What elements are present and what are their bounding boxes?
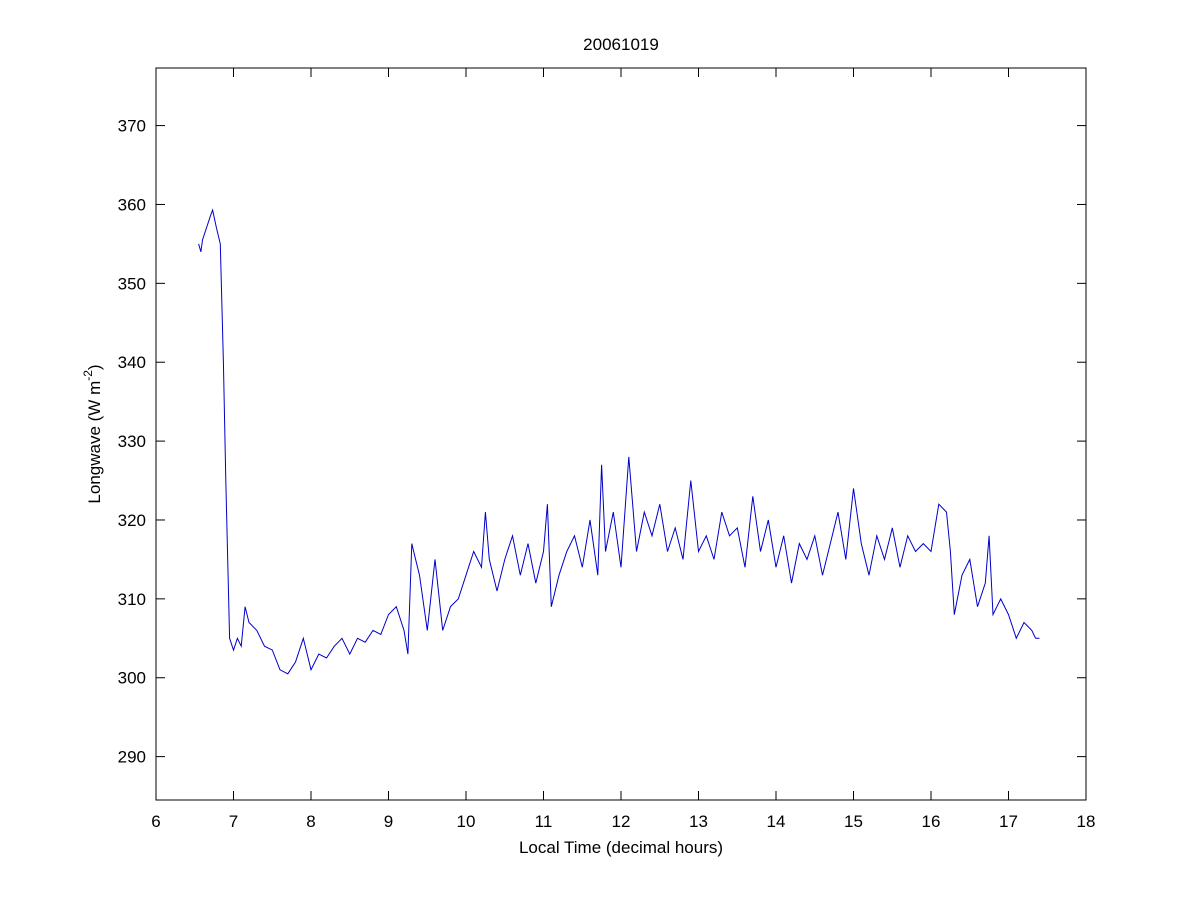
y-tick-label: 350 bbox=[118, 274, 146, 293]
x-tick-label: 9 bbox=[384, 812, 393, 831]
x-tick-label: 8 bbox=[306, 812, 315, 831]
y-tick-label: 370 bbox=[118, 117, 146, 136]
x-tick-label: 6 bbox=[151, 812, 160, 831]
y-tick-label: 300 bbox=[118, 669, 146, 688]
x-tick-label: 10 bbox=[457, 812, 476, 831]
y-tick-label: 330 bbox=[118, 432, 146, 451]
x-tick-label: 16 bbox=[922, 812, 941, 831]
y-tick-label: 290 bbox=[118, 748, 146, 767]
y-axis-label: Longwave (W m-2) bbox=[81, 364, 104, 503]
data-line bbox=[198, 208, 1040, 675]
x-tick-label: 15 bbox=[844, 812, 863, 831]
x-tick-label: 7 bbox=[229, 812, 238, 831]
x-tick-label: 14 bbox=[767, 812, 786, 831]
x-tick-label: 13 bbox=[689, 812, 708, 831]
y-tick-label: 360 bbox=[118, 195, 146, 214]
x-tick-label: 17 bbox=[999, 812, 1018, 831]
x-tick-label: 11 bbox=[535, 812, 553, 831]
y-label-text: Longwave (W m bbox=[85, 381, 104, 504]
x-axis-label: Local Time (decimal hours) bbox=[519, 838, 723, 857]
y-label-end: ) bbox=[85, 364, 104, 370]
y-tick-label: 320 bbox=[118, 511, 146, 530]
x-tick-label: 12 bbox=[612, 812, 631, 831]
y-tick-label: 310 bbox=[118, 590, 146, 609]
y-label-sup: -2 bbox=[81, 370, 95, 381]
x-tick-label: 18 bbox=[1077, 812, 1096, 831]
chart-title: 20061019 bbox=[583, 35, 659, 54]
y-tick-label: 340 bbox=[118, 353, 146, 372]
